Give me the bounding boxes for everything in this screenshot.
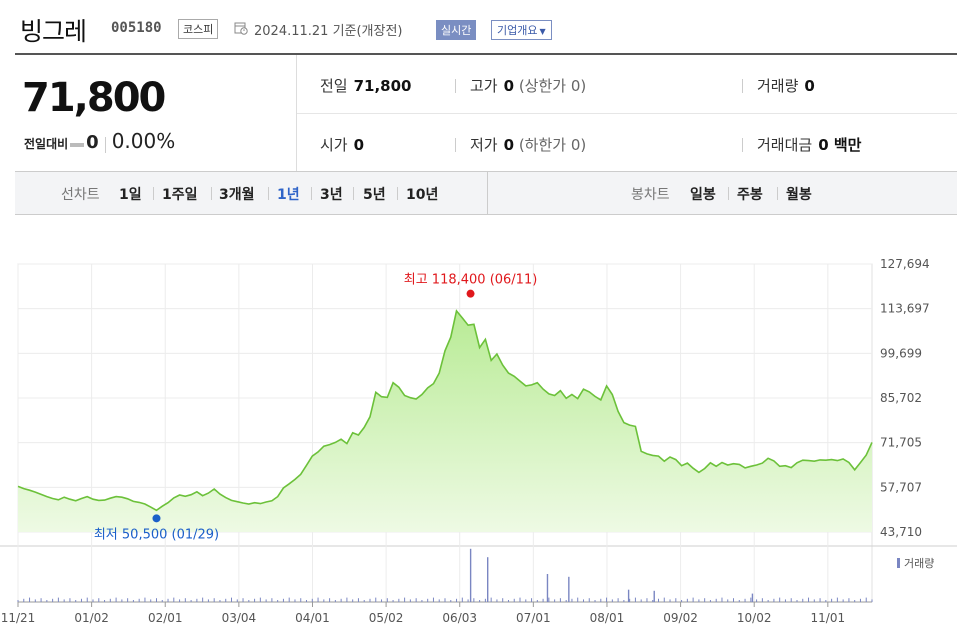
tab-weekly[interactable]: 주봉 (737, 187, 763, 203)
change-percent: 0.00% (111, 129, 176, 153)
divider (311, 187, 312, 200)
x-tick-label: 11/21 (1, 611, 36, 625)
divider (211, 187, 212, 200)
y-tick-label: 113,697 (880, 302, 930, 316)
calendar-clock-icon (234, 22, 248, 35)
current-price: 71,800 (22, 75, 166, 121)
divider (742, 138, 743, 152)
volume-legend-swatch (897, 558, 900, 568)
stock-header: 빙그레 005180 코스피 2024.11.21 기준(개장전) 실시간 기업… (0, 0, 957, 52)
date-text: 2024.11.21 기준(개장전) (254, 24, 403, 39)
tab-3m[interactable]: 3개월 (219, 187, 255, 203)
prev-close: 전일 71,800 (320, 77, 412, 95)
high-price: 고가 0 (상한가 0) (470, 77, 587, 95)
stock-code: 005180 (111, 20, 162, 36)
x-tick-label: 05/02 (369, 611, 404, 625)
compare-label: 전일대비 (24, 137, 69, 151)
x-tick-label: 10/02 (737, 611, 772, 625)
tab-10y[interactable]: 10년 (406, 187, 439, 203)
divider (777, 187, 778, 200)
chart-period-tabs: 선차트 1일 1주일 3개월 1년 3년 5년 10년 봉차트 일봉 주봉 월봉 (15, 171, 957, 215)
x-tick-label: 04/01 (295, 611, 330, 625)
divider (455, 79, 456, 93)
y-tick-label: 71,705 (880, 436, 922, 450)
tab-daily[interactable]: 일봉 (690, 187, 716, 203)
change-value: 0 (86, 132, 99, 153)
x-tick-label: 02/01 (148, 611, 183, 625)
price-summary: 71,800 전일대비 0 0.00% 전일 71,800 고가 0 (상한가 0) 거… (15, 53, 957, 173)
company-overview-label: 기업개요 (497, 24, 538, 37)
low-label: 최저 50,500 (01/29) (94, 527, 219, 542)
divider (742, 79, 743, 93)
y-tick-label: 85,702 (880, 391, 922, 405)
realtime-button[interactable]: 실시간 (436, 20, 477, 40)
tab-1d[interactable]: 1일 (119, 187, 142, 203)
y-tick-label: 99,699 (880, 346, 922, 360)
stock-name: 빙그레 (20, 17, 87, 46)
x-tick-label: 11/01 (811, 611, 846, 625)
high-marker (466, 289, 475, 298)
line-chart-label: 선차트 (61, 187, 100, 203)
price-area (18, 310, 872, 532)
tab-monthly[interactable]: 월봉 (786, 187, 812, 203)
candle-chart-label: 봉차트 (631, 187, 670, 203)
volume: 거래량 0 (757, 77, 815, 95)
low-marker (152, 514, 161, 523)
divider (397, 187, 398, 200)
market-badge: 코스피 (178, 19, 219, 39)
price-change: 전일대비 0 0.00% (24, 129, 175, 153)
x-tick-label: 03/04 (222, 611, 257, 625)
divider (153, 187, 154, 200)
company-overview-dropdown[interactable]: 기업개요 ▼ (491, 20, 552, 40)
divider (455, 138, 456, 152)
x-tick-label: 09/02 (663, 611, 698, 625)
tab-3y[interactable]: 3년 (320, 187, 343, 203)
tab-5y[interactable]: 5년 (363, 187, 386, 203)
open-price: 시가 0 (320, 136, 365, 154)
x-tick-label: 07/01 (516, 611, 551, 625)
unchanged-icon (70, 142, 85, 147)
price-line (17, 309, 873, 512)
price-chart[interactable]: 127,694 113,697 99,699 85,702 71,705 57,707 43… (0, 240, 957, 638)
y-tick-label: 43,710 (880, 525, 922, 539)
volume-legend-label: 거래량 (904, 557, 934, 570)
y-tick-label: 127,694 (880, 257, 930, 271)
divider (353, 187, 354, 200)
divider (104, 136, 106, 153)
caret-down-icon: ▼ (539, 27, 546, 36)
x-tick-label: 08/01 (590, 611, 625, 625)
tab-1y[interactable]: 1년 (277, 187, 300, 203)
current-price-panel: 71,800 전일대비 0 0.00% (15, 55, 297, 172)
x-tick-label: 01/02 (74, 611, 109, 625)
y-tick-label: 57,707 (880, 480, 922, 494)
low-price: 저가 0 (하한가 0) (470, 136, 587, 154)
tab-1w[interactable]: 1주일 (162, 187, 198, 203)
row-divider (297, 113, 957, 114)
trade-amount: 거래대금 0 백만 (757, 136, 862, 154)
divider (728, 187, 729, 200)
x-tick-label: 06/03 (442, 611, 477, 625)
high-label: 최고 118,400 (06/11) (404, 273, 538, 288)
divider (487, 172, 488, 214)
divider (268, 187, 269, 200)
